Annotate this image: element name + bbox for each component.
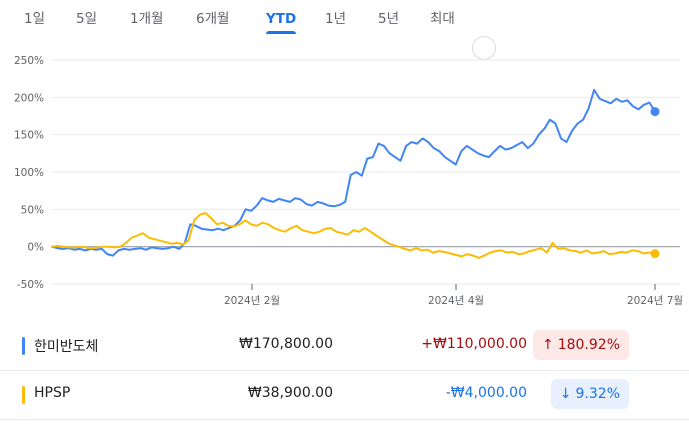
y-tick-label: 100% [14,167,44,179]
series-line-0 [51,88,656,257]
tab-label: 5년 [378,11,400,27]
arrow-up-icon: ↑ [541,337,554,353]
y-axis-ticks: 250% 200% 150% 100% 50% 0% -50% [14,55,44,291]
series-endpoint-0 [650,107,660,117]
tab-label: 1일 [24,11,46,27]
chart-gridlines [52,59,680,285]
x-tick-label: 2024년 7월 [627,295,683,307]
comparison-line-chart[interactable]: 250%200%150%100%50%0%-50% 2024년 2월 2024년 … [0,44,689,314]
y-tick-label: 250% [14,55,44,67]
y-tick-label: 200% [14,92,44,104]
y-tick-label: 50% [21,204,44,216]
chart-series [51,88,660,259]
tab-label: 6개월 [196,11,230,27]
tab-5d[interactable]: 5일 [76,10,97,28]
tab-ytd[interactable]: YTD [266,10,297,34]
price-change: +₩110,000.00 [421,336,527,352]
time-range-tabs: 1일 5일 1개월 6개월 YTD 1년 5년 최대 [0,0,689,36]
percent-change-badge: ↓ 9.32% [550,379,629,409]
tab-1y[interactable]: 1년 [325,10,346,28]
tab-1m[interactable]: 1개월 [130,10,163,28]
series-color-swatch [22,337,25,355]
tab-label: 1년 [325,11,347,27]
comparison-row-hpsp[interactable]: HPSP ₩38,900.00 -₩4,000.00 ↓ 9.32% [0,371,689,420]
stock-name: 한미반도체 [34,339,99,355]
tab-label: 5일 [76,11,98,27]
comparison-table: 한미반도체 ₩170,800.00 +₩110,000.00 ↑ 180.92% … [0,322,689,420]
y-tick-label: 0% [27,242,44,254]
price-change: -₩4,000.00 [445,385,527,401]
tab-6m[interactable]: 6개월 [196,10,229,28]
x-axis-ticks: 2024년 2월 2024년 4월 2024년 7월 [224,284,683,307]
x-tick-label: 2024년 4월 [428,295,484,307]
tab-label: YTD [266,11,297,27]
stock-name: HPSP [34,385,71,401]
comparison-row-hanmi[interactable]: 한미반도체 ₩170,800.00 +₩110,000.00 ↑ 180.92% [0,322,689,371]
percent-change-value: 9.32% [575,386,620,402]
x-tick-label: 2024년 2월 [224,295,280,307]
y-tick-label: -50% [17,279,44,291]
stock-price: ₩38,900.00 [247,385,333,401]
series-endpoint-1 [650,249,660,259]
tab-label: 1개월 [130,11,164,27]
stock-price: ₩170,800.00 [238,336,333,352]
tab-5y[interactable]: 5년 [378,10,399,28]
arrow-down-icon: ↓ [559,386,572,402]
tab-max[interactable]: 최대 [430,10,455,28]
percent-change-value: 180.92% [557,337,620,353]
active-tab-indicator [266,31,297,34]
y-tick-label: 150% [14,130,44,142]
percent-change-badge: ↑ 180.92% [532,330,629,360]
tab-1d[interactable]: 1일 [24,10,45,28]
series-line-1 [51,212,656,259]
tab-label: 최대 [430,11,455,27]
series-color-swatch [22,386,25,404]
